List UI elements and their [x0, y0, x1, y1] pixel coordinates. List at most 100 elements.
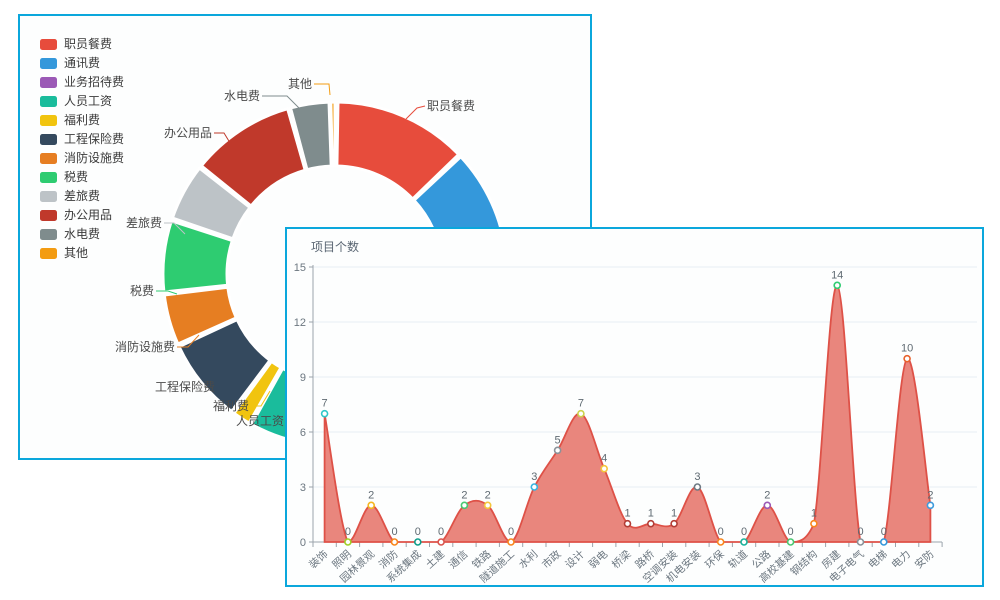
data-point-电梯[interactable] [879, 538, 888, 546]
data-point-市政[interactable] [553, 446, 562, 455]
donut-slice-职员餐费[interactable] [335, 100, 461, 201]
legend-label: 消防设施费 [64, 151, 125, 165]
data-point-钢结构[interactable] [810, 519, 818, 528]
y-tick-label: 12 [294, 317, 306, 329]
legend-item-11[interactable]: 其他 [40, 247, 124, 259]
value-label: 0 [508, 526, 514, 538]
legend-item-3[interactable]: 人员工资 [40, 95, 124, 107]
data-point-空调安装[interactable] [670, 519, 678, 528]
donut-callout-line [164, 222, 186, 235]
donut-slice-福利费[interactable] [232, 359, 283, 425]
legend-item-0[interactable]: 职员餐费 [40, 38, 124, 50]
value-label: 1 [624, 508, 630, 520]
legend-item-9[interactable]: 办公用品 [40, 209, 124, 221]
data-point-电子电气[interactable] [856, 538, 865, 546]
data-point-机电安装[interactable] [693, 483, 702, 491]
data-point-照明[interactable] [344, 538, 352, 546]
donut-slice-消防设施费[interactable] [162, 285, 238, 346]
x-tick-label: 安防 [912, 548, 936, 572]
donut-slice-其他[interactable] [329, 100, 337, 168]
donut-callout-line [177, 334, 200, 348]
data-point-路桥[interactable] [646, 519, 655, 528]
legend-item-6[interactable]: 消防设施费 [40, 152, 124, 164]
data-point-装饰[interactable] [320, 409, 329, 418]
value-label: 3 [531, 471, 537, 483]
legend-item-7[interactable]: 税费 [40, 171, 124, 183]
donut-callout-label: 工程保险费 [155, 379, 215, 394]
data-point-环保[interactable] [716, 538, 725, 546]
legend-swatch [40, 76, 57, 88]
legend-item-2[interactable]: 业务招待费 [40, 76, 124, 88]
legend-label: 其他 [64, 246, 89, 260]
value-label: 2 [485, 489, 491, 501]
y-tick-label: 9 [300, 372, 306, 384]
legend-label: 税费 [64, 170, 89, 184]
legend-label: 职员餐费 [64, 37, 113, 51]
legend-label: 业务招待费 [64, 75, 125, 89]
x-tick-label: 水利 [517, 548, 541, 571]
legend-swatch [40, 114, 57, 126]
data-point-桥梁[interactable] [623, 519, 632, 528]
data-point-隧道施工[interactable] [507, 538, 515, 546]
donut-callout-label: 办公用品 [164, 125, 212, 140]
data-point-通信[interactable] [460, 501, 469, 510]
data-point-园林景观[interactable] [367, 501, 375, 510]
legend-swatch [40, 57, 57, 69]
donut-callout-label: 消防设施费 [115, 339, 175, 354]
value-label: 1 [671, 508, 677, 520]
area-chart[interactable]: 036912157装饰0照明2园林景观0消防0系统集成0土建2通信2铁路0隧道施… [287, 229, 986, 589]
donut-callout-label: 职员餐费 [427, 98, 475, 113]
value-label: 3 [694, 471, 700, 483]
legend-swatch [40, 247, 57, 259]
data-point-电力[interactable] [903, 354, 911, 363]
chart-title: 项目个数 [311, 240, 360, 254]
value-label: 2 [368, 489, 374, 501]
x-tick-label: 轨道 [726, 547, 751, 571]
legend-swatch [40, 190, 57, 202]
donut-slice-工程保险费[interactable] [177, 318, 272, 413]
x-tick-label: 弱电 [586, 547, 611, 571]
donut-callout-label: 其他 [288, 77, 312, 91]
data-point-安防[interactable] [926, 501, 935, 510]
area-series[interactable] [323, 284, 932, 543]
value-label: 0 [741, 526, 747, 538]
y-tick-label: 0 [300, 537, 306, 549]
x-tick-label: 市政 [539, 547, 564, 571]
x-tick-label: 装饰 [306, 548, 330, 572]
data-point-消防[interactable] [390, 538, 399, 546]
data-point-弱电[interactable] [600, 464, 609, 473]
value-label: 7 [322, 398, 328, 410]
data-point-系统集成[interactable] [414, 538, 422, 546]
donut-callout-line [405, 105, 426, 120]
donut-callout-label: 人员工资 [236, 414, 284, 428]
data-point-设计[interactable] [577, 409, 585, 418]
legend-swatch [40, 228, 57, 240]
value-label: 0 [391, 526, 397, 538]
x-tick-label: 电梯 [866, 548, 890, 572]
data-point-轨道[interactable] [740, 538, 748, 546]
legend-item-10[interactable]: 水电费 [40, 228, 124, 240]
value-label: 0 [415, 526, 421, 538]
data-point-铁路[interactable] [483, 501, 492, 510]
data-point-水利[interactable] [530, 483, 539, 491]
value-label: 2 [927, 489, 933, 501]
value-label: 10 [901, 343, 913, 355]
donut-callout-line [262, 95, 300, 109]
legend-item-8[interactable]: 差旅费 [40, 190, 124, 202]
donut-slice-税费[interactable] [161, 219, 234, 294]
donut-slice-差旅费[interactable] [170, 166, 252, 241]
value-label: 0 [881, 526, 887, 538]
data-point-土建[interactable] [437, 538, 445, 546]
legend-label: 工程保险费 [64, 132, 125, 146]
legend-item-1[interactable]: 通讯费 [40, 57, 124, 69]
donut-callout-label: 水电费 [224, 89, 260, 103]
data-point-高校基建[interactable] [786, 538, 795, 546]
donut-slice-办公用品[interactable] [199, 107, 307, 208]
legend-item-4[interactable]: 福利费 [40, 114, 124, 126]
data-point-公路[interactable] [763, 501, 772, 510]
value-label: 0 [438, 526, 444, 538]
data-point-房建[interactable] [833, 281, 842, 290]
legend-item-5[interactable]: 工程保险费 [40, 133, 124, 145]
y-tick-label: 3 [300, 482, 306, 494]
donut-callout-label: 福利费 [213, 398, 249, 413]
